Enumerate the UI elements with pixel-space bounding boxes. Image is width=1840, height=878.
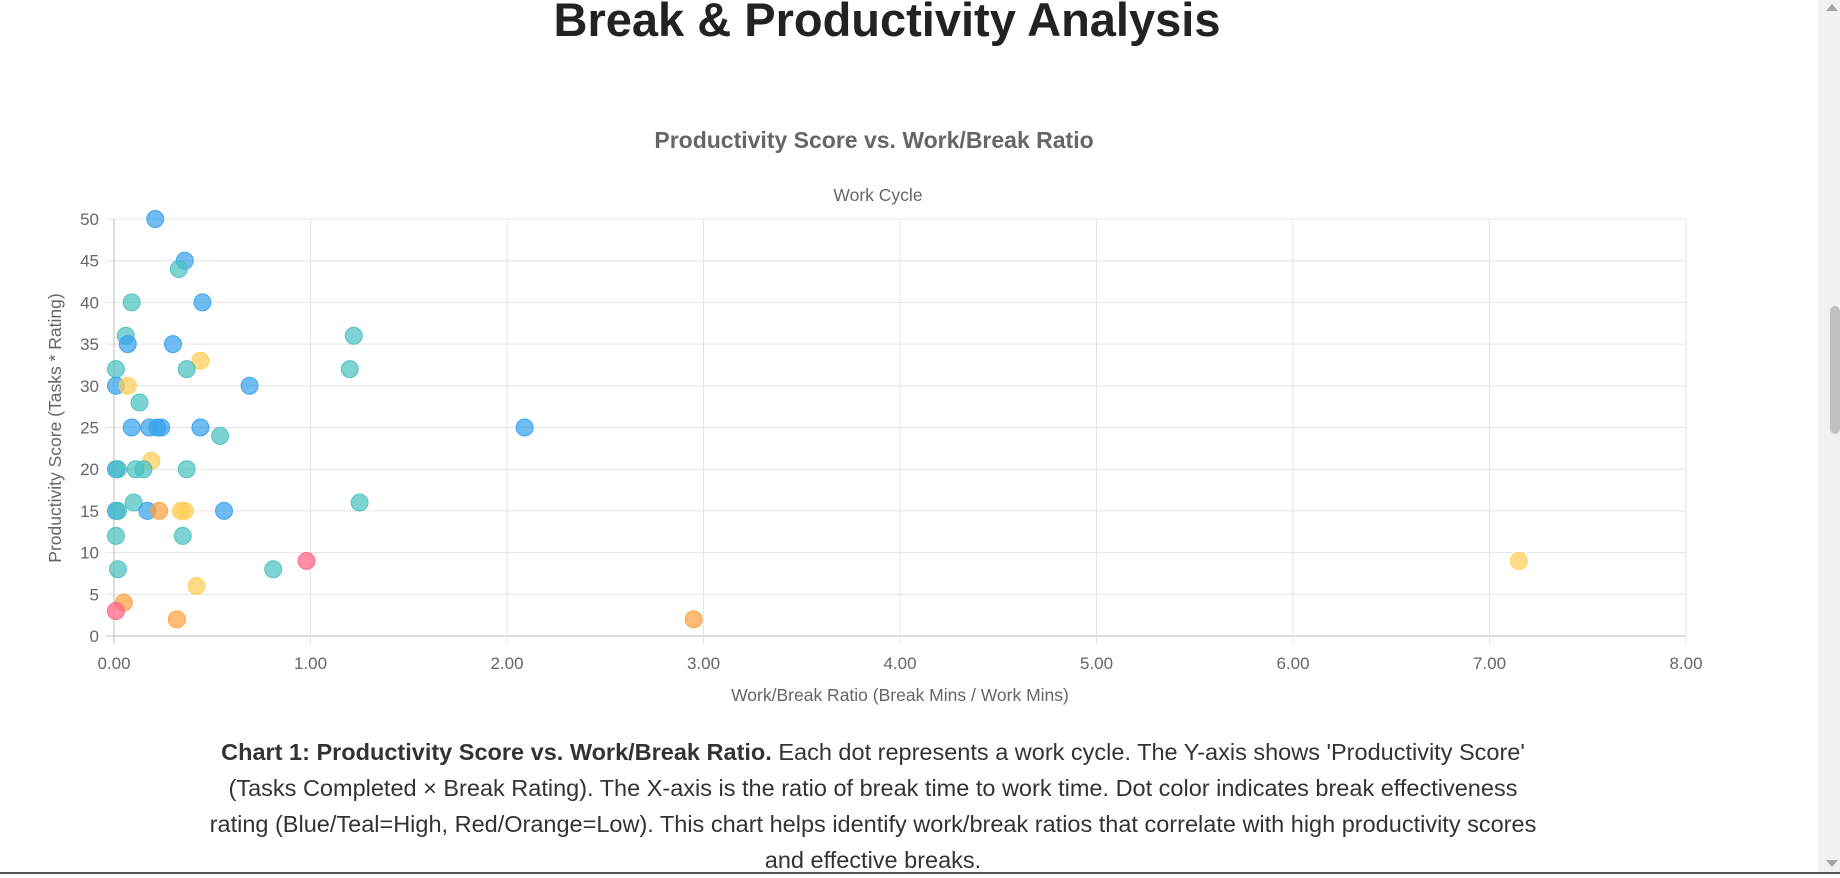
y-tick-label: 0 (90, 627, 99, 646)
chart-caption: Chart 1: Productivity Score vs. Work/Bre… (200, 734, 1546, 878)
window-bottom-edge (0, 872, 1840, 874)
data-point-yellow[interactable] (187, 576, 206, 595)
data-point-teal[interactable] (344, 326, 363, 345)
y-tick-label: 35 (80, 335, 99, 354)
x-tick-label: 0.00 (97, 654, 130, 673)
data-point-teal[interactable] (173, 526, 192, 545)
chart-grid (106, 218, 1687, 644)
data-point-yellow[interactable] (175, 501, 194, 520)
legend-label[interactable]: Work Cycle (833, 185, 922, 205)
x-tick-label: 5.00 (1080, 654, 1113, 673)
y-tick-label: 50 (80, 210, 99, 229)
y-tick-label: 40 (80, 293, 99, 312)
x-tick-label: 8.00 (1669, 654, 1702, 673)
data-point-teal[interactable] (106, 526, 125, 545)
data-point-blue[interactable] (122, 418, 141, 437)
x-tick-label: 2.00 (490, 654, 523, 673)
x-tick-label: 6.00 (1276, 654, 1309, 673)
y-tick-label: 30 (80, 377, 99, 396)
data-point-blue[interactable] (515, 418, 534, 437)
caption-text: Each dot represents a work cycle. The Y-… (209, 739, 1537, 873)
chart-title: Productivity Score vs. Work/Break Ratio (654, 127, 1093, 153)
x-axis-ticks: 0.00 1.00 2.00 3.00 4.00 5.00 6.00 7.00 8.00 (97, 654, 1702, 673)
data-point-red[interactable] (106, 601, 125, 620)
data-point-teal[interactable] (211, 426, 230, 445)
data-point-teal[interactable] (106, 360, 125, 379)
data-point-teal[interactable] (177, 460, 196, 479)
scroll-up-arrow-icon[interactable] (1826, 4, 1838, 11)
data-point-teal[interactable] (124, 493, 143, 512)
data-point-blue[interactable] (152, 418, 171, 437)
scrollbar-thumb[interactable] (1830, 306, 1840, 434)
data-point-orange[interactable] (167, 610, 186, 629)
scatter-chart: Productivity Score vs. Work/Break Ratio … (45, 127, 1703, 705)
x-axis-label: Work/Break Ratio (Break Mins / Work Mins… (731, 685, 1069, 705)
x-tick-label: 4.00 (883, 654, 916, 673)
y-axis-label: Productivity Score (Tasks * Rating) (45, 293, 65, 562)
data-point-blue[interactable] (191, 418, 210, 437)
x-tick-label: 7.00 (1473, 654, 1506, 673)
y-tick-label: 25 (80, 419, 99, 438)
data-points (106, 210, 1528, 629)
x-tick-label: 3.00 (687, 654, 720, 673)
scroll-down-arrow-icon[interactable] (1826, 860, 1838, 867)
y-tick-label: 45 (80, 252, 99, 271)
y-tick-label: 10 (80, 544, 99, 563)
data-point-yellow[interactable] (118, 376, 137, 395)
page-title: Break & Productivity Analysis (553, 0, 1221, 46)
data-point-teal[interactable] (134, 460, 153, 479)
data-point-blue[interactable] (163, 335, 182, 354)
y-tick-label: 20 (80, 460, 99, 479)
x-tick-label: 1.00 (294, 654, 327, 673)
data-point-red[interactable] (297, 551, 316, 570)
y-tick-label: 15 (80, 502, 99, 521)
data-point-teal[interactable] (340, 360, 359, 379)
data-point-teal[interactable] (350, 493, 369, 512)
y-axis-ticks: 0 5 10 15 20 25 30 35 40 45 50 (80, 210, 99, 646)
data-point-blue[interactable] (215, 501, 234, 520)
data-point-orange[interactable] (150, 501, 169, 520)
data-point-teal[interactable] (169, 260, 188, 279)
data-point-yellow[interactable] (1509, 551, 1528, 570)
data-point-teal[interactable] (108, 560, 127, 579)
y-tick-label: 5 (90, 585, 99, 604)
scrollbar-track[interactable] (1818, 0, 1840, 874)
data-point-orange[interactable] (684, 610, 703, 629)
data-point-blue[interactable] (146, 210, 165, 228)
data-point-teal[interactable] (122, 293, 141, 312)
data-point-blue[interactable] (118, 335, 137, 354)
data-point-teal[interactable] (177, 360, 196, 379)
data-point-teal[interactable] (108, 501, 127, 520)
data-point-yellow[interactable] (191, 351, 210, 370)
data-point-teal[interactable] (264, 560, 283, 579)
data-point-teal[interactable] (108, 460, 127, 479)
data-point-teal[interactable] (130, 393, 149, 412)
data-point-blue[interactable] (240, 376, 259, 395)
caption-bold: Chart 1: Productivity Score vs. Work/Bre… (221, 739, 772, 765)
data-point-blue[interactable] (193, 293, 212, 312)
